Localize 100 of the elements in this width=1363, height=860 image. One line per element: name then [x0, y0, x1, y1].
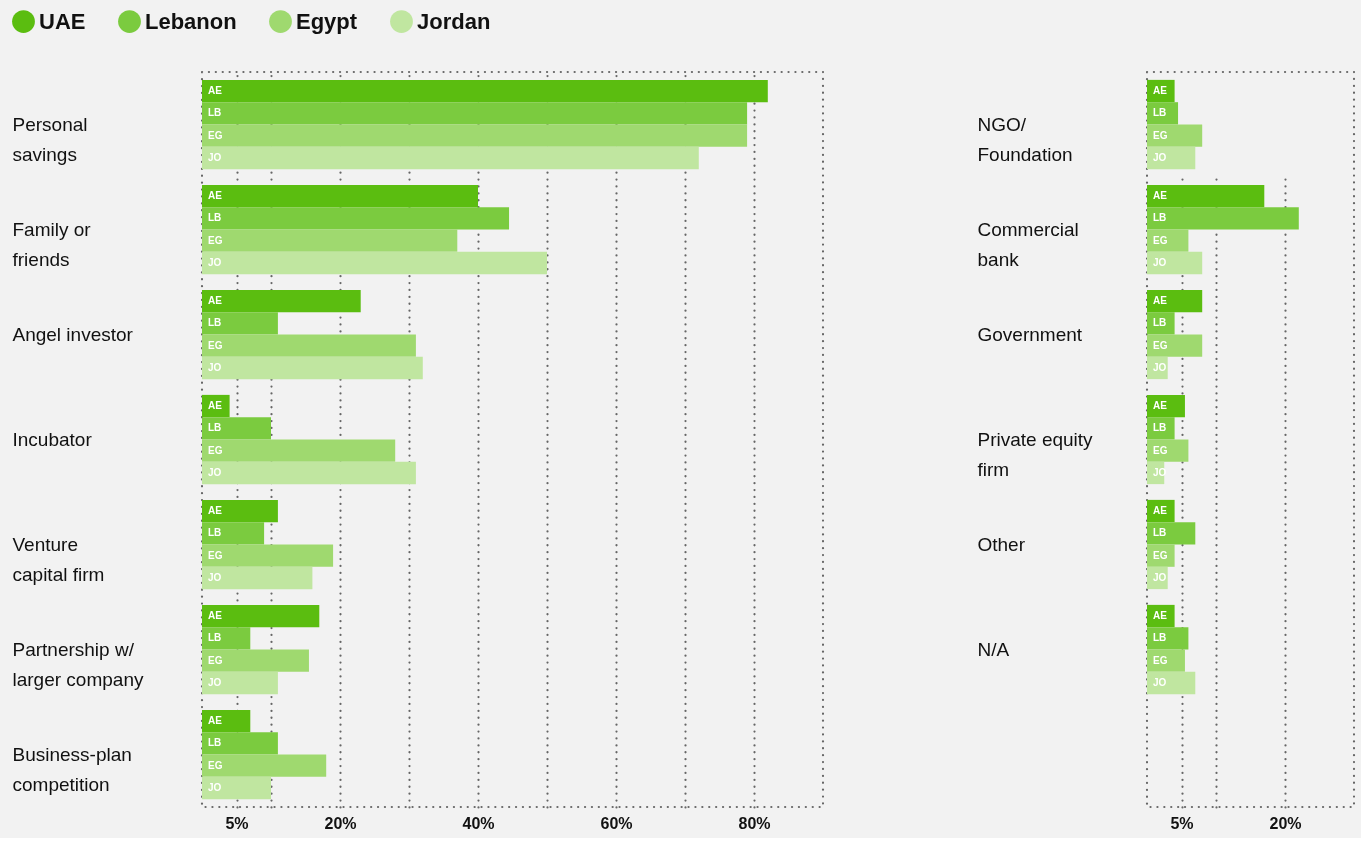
bar — [202, 251, 547, 275]
y-tick-label: Angel investor — [12, 323, 134, 345]
bar — [1147, 312, 1175, 335]
y-tick-label: Venture capital firm — [12, 533, 105, 585]
data-label: AE — [208, 505, 223, 517]
y-tick-label: Personal savings — [12, 113, 88, 165]
data-label: EG — [208, 654, 223, 666]
bar — [1147, 184, 1265, 208]
legend-label: UAE — [39, 8, 86, 34]
bar — [1147, 671, 1196, 695]
data-label: EG — [208, 444, 223, 456]
data-label: EG — [208, 549, 223, 561]
bar — [202, 732, 278, 755]
y-tick-label: Incubator — [12, 428, 93, 450]
data-label: EG — [1153, 654, 1168, 666]
legend-label: Jordan — [417, 8, 491, 34]
bar — [202, 102, 748, 125]
y-tick-label: Family or friends — [12, 218, 92, 270]
x-tick-label: 20% — [324, 814, 357, 832]
data-label: LB — [208, 212, 222, 224]
bar — [202, 312, 278, 335]
data-label: JO — [208, 361, 222, 373]
data-label: LB — [208, 632, 222, 644]
legend-label: Lebanon — [145, 8, 237, 34]
y-tick-label: NGO/ Foundation — [977, 113, 1073, 165]
data-label: LB — [208, 422, 222, 434]
bar — [202, 522, 265, 545]
x-tick-label: 20% — [1269, 814, 1302, 832]
data-label: EG — [1153, 129, 1168, 141]
bar — [202, 671, 278, 695]
bar — [1147, 124, 1203, 147]
data-label: JO — [1153, 256, 1167, 268]
data-label: AE — [208, 715, 223, 727]
bar — [202, 649, 309, 672]
y-tick-label: Other — [977, 533, 1026, 555]
data-label: JO — [208, 151, 222, 163]
data-label: LB — [208, 527, 222, 539]
x-tick-label: 40% — [462, 814, 495, 832]
data-label: EG — [1153, 444, 1168, 456]
data-label: LB — [1153, 422, 1167, 434]
data-label: LB — [208, 317, 222, 329]
data-label: JO — [208, 571, 222, 583]
bar — [202, 417, 271, 440]
bar — [1147, 251, 1203, 275]
data-label: JO — [208, 466, 222, 478]
data-label: JO — [208, 256, 222, 268]
x-tick-label: 60% — [600, 814, 633, 832]
data-label: AE — [1153, 295, 1168, 307]
data-label: JO — [1153, 676, 1167, 688]
data-label: LB — [1153, 317, 1167, 329]
bar — [202, 776, 271, 800]
bar — [202, 184, 478, 208]
x-tick-label: 5% — [1170, 814, 1194, 832]
bar — [202, 627, 251, 650]
bar — [1147, 417, 1175, 440]
data-label: EG — [1153, 549, 1168, 561]
y-tick-label: Partnership w/ larger company — [12, 638, 144, 690]
bar — [202, 499, 278, 523]
x-tick-label: 5% — [225, 814, 249, 832]
data-label: EG — [208, 129, 223, 141]
bar — [202, 439, 396, 462]
bar — [202, 461, 416, 485]
data-label: AE — [208, 400, 223, 412]
bar — [1147, 102, 1179, 125]
bar — [202, 566, 313, 590]
bar — [202, 604, 320, 628]
data-label: AE — [1153, 610, 1168, 622]
data-label: LB — [1153, 527, 1167, 539]
bar — [202, 207, 510, 230]
data-label: AE — [208, 85, 223, 97]
data-label: AE — [1153, 400, 1168, 412]
data-label: JO — [1153, 151, 1167, 163]
data-label: AE — [1153, 505, 1168, 517]
bar — [1147, 627, 1189, 650]
data-label: EG — [1153, 234, 1168, 246]
data-label: LB — [1153, 212, 1167, 224]
bar — [202, 79, 768, 103]
legend-label: Egypt — [296, 8, 358, 34]
data-label: EG — [208, 759, 223, 771]
bar — [202, 709, 251, 733]
data-label: AE — [208, 610, 223, 622]
data-label: JO — [1153, 571, 1167, 583]
bar — [1147, 334, 1203, 357]
data-label: AE — [1153, 85, 1168, 97]
data-label: JO — [208, 676, 222, 688]
x-tick-label: 80% — [738, 814, 771, 832]
bar — [202, 229, 458, 252]
y-tick-label: Government — [977, 323, 1083, 345]
y-tick-label: N/A — [977, 638, 1010, 660]
data-label: JO — [1153, 361, 1167, 373]
data-label: LB — [1153, 632, 1167, 644]
bar — [202, 356, 423, 380]
data-label: AE — [1153, 190, 1168, 202]
data-label: EG — [1153, 339, 1168, 351]
bar — [202, 146, 699, 170]
data-label: LB — [1153, 107, 1167, 119]
data-label: LB — [208, 107, 222, 119]
bar — [1147, 207, 1299, 230]
data-label: JO — [208, 781, 222, 793]
bar — [1147, 522, 1196, 545]
